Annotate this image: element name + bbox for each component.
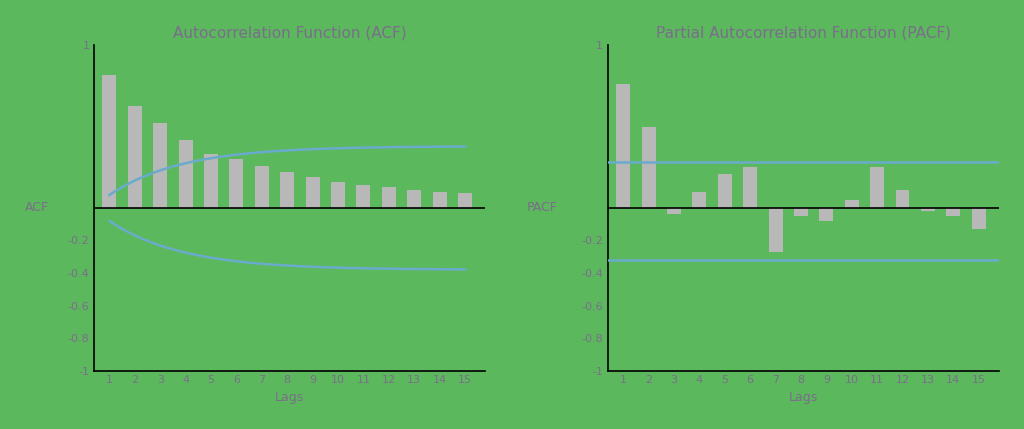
Bar [128, 106, 142, 208]
X-axis label: Lags: Lags [275, 391, 304, 404]
Bar [305, 177, 319, 208]
Bar [432, 192, 446, 208]
Bar [642, 127, 655, 208]
Bar [819, 208, 834, 221]
Bar [356, 185, 371, 208]
Bar [921, 208, 935, 211]
Bar [667, 208, 681, 214]
Y-axis label: PACF: PACF [527, 202, 558, 214]
Bar [946, 208, 961, 216]
Bar [692, 192, 707, 208]
Bar [255, 166, 269, 208]
Bar [204, 154, 218, 208]
X-axis label: Lags: Lags [788, 391, 818, 404]
Bar [154, 124, 167, 208]
Bar [178, 140, 193, 208]
Bar [769, 208, 782, 252]
Bar [281, 172, 294, 208]
Bar [743, 167, 757, 208]
Title: Partial Autocorrelation Function (PACF): Partial Autocorrelation Function (PACF) [656, 25, 951, 40]
Bar [718, 174, 732, 208]
Bar [458, 193, 472, 208]
Y-axis label: ACF: ACF [25, 202, 49, 214]
Bar [870, 167, 884, 208]
Bar [382, 187, 396, 208]
Bar [896, 190, 909, 208]
Bar [408, 190, 421, 208]
Bar [616, 85, 630, 208]
Bar [972, 208, 986, 229]
Title: Autocorrelation Function (ACF): Autocorrelation Function (ACF) [173, 25, 407, 40]
Bar [229, 159, 244, 208]
Bar [102, 75, 117, 208]
Bar [845, 200, 859, 208]
Bar [794, 208, 808, 216]
Bar [331, 182, 345, 208]
